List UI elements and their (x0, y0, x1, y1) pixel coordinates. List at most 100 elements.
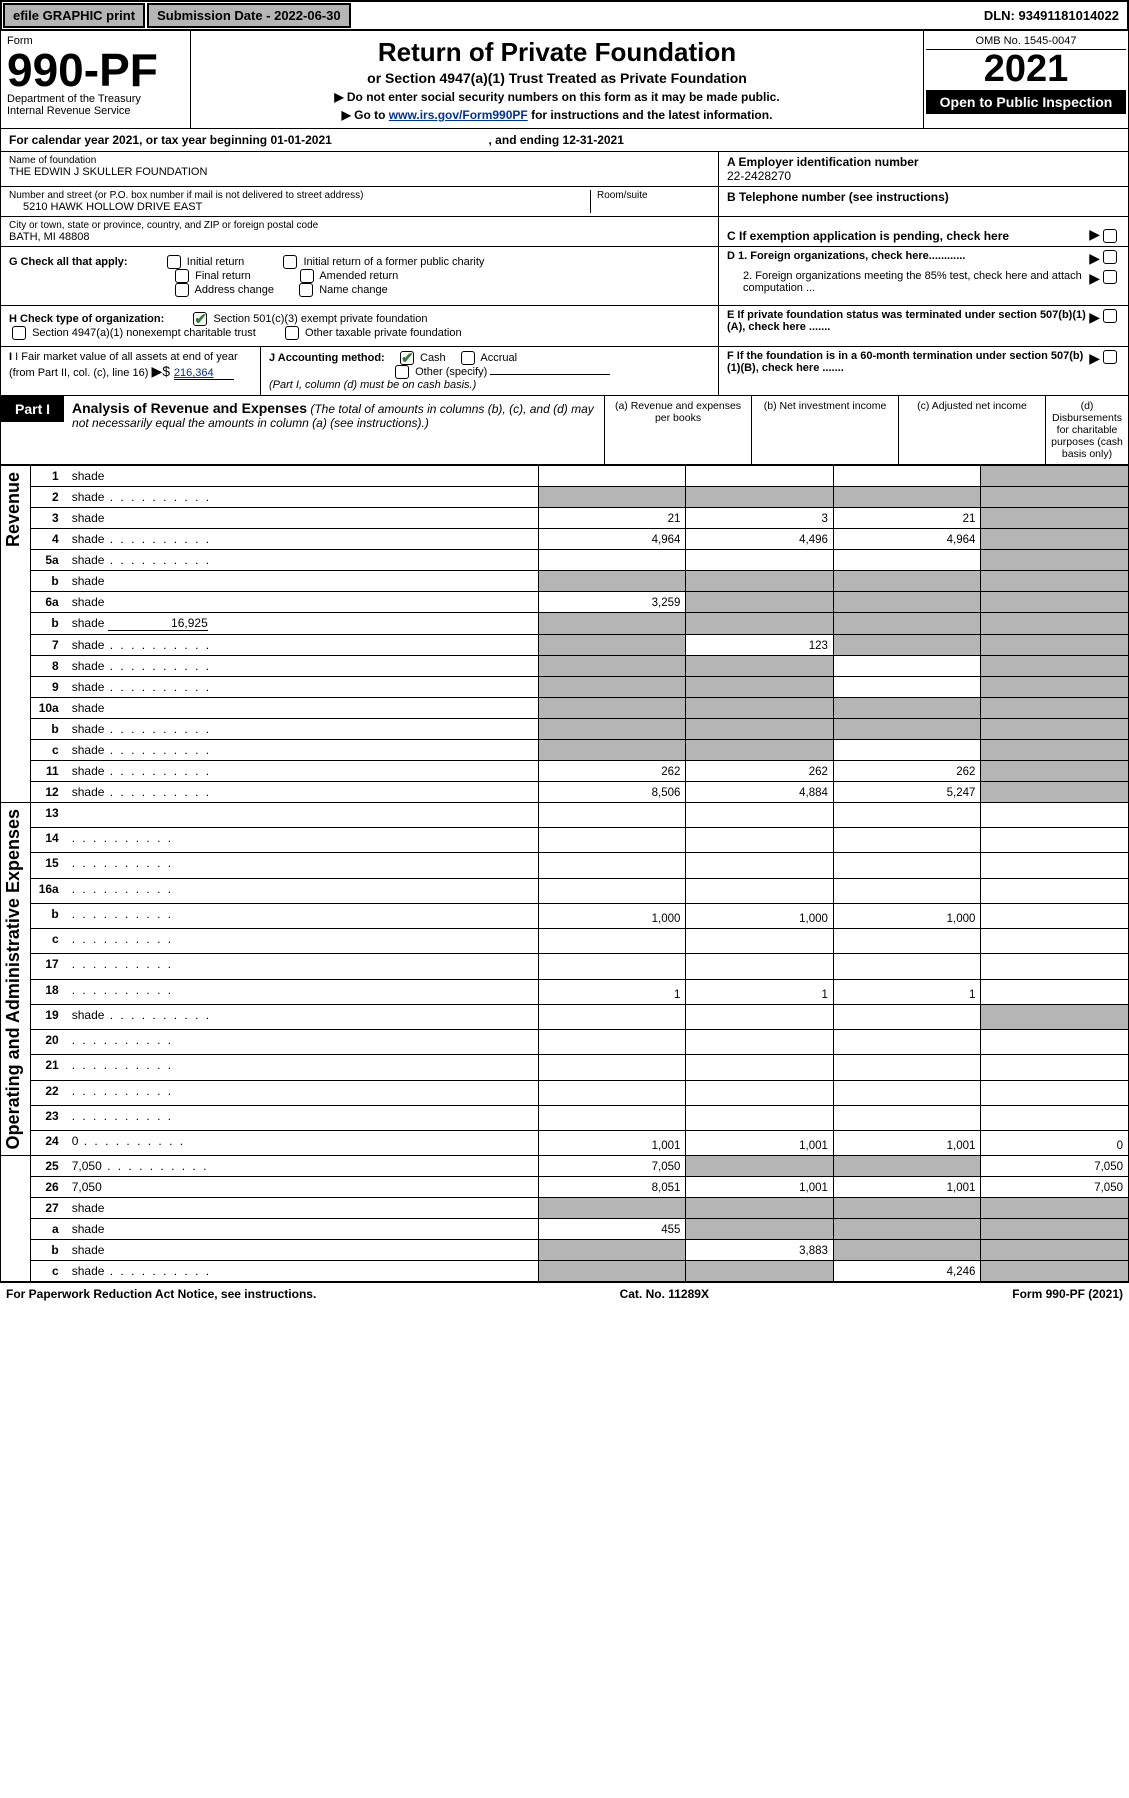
j-opt-accrual: Accrual (480, 352, 517, 364)
g-address-checkbox[interactable] (175, 283, 189, 297)
line-number: 26 (31, 1177, 67, 1198)
h-e-row: H Check type of organization: Section 50… (0, 306, 1129, 347)
fmv-link[interactable]: 216,364 (174, 367, 234, 380)
line-number: a (31, 1219, 67, 1240)
line-description: shade (67, 1198, 539, 1219)
table-row: c (1, 929, 1129, 954)
g-name-checkbox[interactable] (299, 283, 313, 297)
line-number: 13 (31, 803, 67, 828)
table-row: 23 (1, 1105, 1129, 1130)
goto-prefix: ▶ Go to (342, 108, 389, 122)
table-row: 15 (1, 853, 1129, 878)
col-b-header: (b) Net investment income (751, 396, 898, 464)
d-block: D 1. Foreign organizations, check here..… (718, 247, 1128, 305)
line-description (67, 979, 539, 1004)
paperwork-notice: For Paperwork Reduction Act Notice, see … (6, 1287, 316, 1301)
h-4947-checkbox[interactable] (12, 326, 26, 340)
line-number: c (31, 740, 67, 761)
line-description: 7,050 (67, 1156, 539, 1177)
arrow-icon: ▶ (1089, 226, 1100, 243)
line-description: shade (67, 1004, 539, 1029)
table-row: 267,0508,0511,0011,0017,050 (1, 1177, 1129, 1198)
line-number: 19 (31, 1004, 67, 1029)
table-row: 21 (1, 1055, 1129, 1080)
line-description: shade (67, 1261, 539, 1282)
arrow-icon: ▶ (1089, 309, 1100, 343)
col-c-header: (c) Adjusted net income (898, 396, 1045, 464)
table-row: cshade4,246 (1, 1261, 1129, 1282)
line-number: 18 (31, 979, 67, 1004)
line-number: 16a (31, 878, 67, 903)
cat-number: Cat. No. 11289X (620, 1287, 709, 1301)
col-d-header: (d) Disbursements for charitable purpose… (1045, 396, 1128, 464)
table-row: 2401,0011,0011,0010 (1, 1131, 1129, 1156)
line-number: 1 (31, 466, 67, 487)
tax-year: 2021 (926, 50, 1126, 88)
line-number: 17 (31, 954, 67, 979)
line-number: 25 (31, 1156, 67, 1177)
h-opt-501c3: Section 501(c)(3) exempt private foundat… (213, 313, 427, 325)
g-amended-checkbox[interactable] (300, 269, 314, 283)
line-description (67, 903, 539, 928)
line-number: 21 (31, 1055, 67, 1080)
efile-print-button[interactable]: efile GRAPHIC print (3, 3, 145, 28)
city-label: City or town, state or province, country… (9, 220, 710, 231)
period-begin: For calendar year 2021, or tax year begi… (9, 133, 332, 147)
table-row: bshade 16,925 (1, 613, 1129, 635)
e-checkbox[interactable] (1103, 309, 1117, 323)
instructions-link[interactable]: www.irs.gov/Form990PF (389, 108, 528, 122)
d2-checkbox[interactable] (1103, 270, 1117, 284)
table-row: 19shade (1, 1004, 1129, 1029)
line-description: shade (67, 592, 539, 613)
line-number: c (31, 1261, 67, 1282)
line-description: shade 16,925 (67, 613, 539, 635)
form-subtitle: or Section 4947(a)(1) Trust Treated as P… (197, 70, 917, 86)
identity-row-2: Number and street (or P.O. box number if… (0, 187, 1129, 217)
table-row: 8shade (1, 656, 1129, 677)
line-number: 8 (31, 656, 67, 677)
line-number: 22 (31, 1080, 67, 1105)
arrow-icon: ▶ (1089, 270, 1100, 294)
table-row: 257,0507,0507,050 (1, 1156, 1129, 1177)
line-description: shade (67, 782, 539, 803)
d1-label: D 1. Foreign organizations, check here..… (727, 250, 1089, 267)
table-row: 9shade (1, 677, 1129, 698)
top-bar: efile GRAPHIC print Submission Date - 20… (0, 0, 1129, 31)
d1-checkbox[interactable] (1103, 250, 1117, 264)
arrow-icon: ▶ (1089, 350, 1100, 392)
h-block: H Check type of organization: Section 50… (1, 306, 718, 346)
tel-label: B Telephone number (see instructions) (727, 190, 1120, 204)
table-row: ashade455 (1, 1219, 1129, 1240)
line-description: shade (67, 466, 539, 487)
line-description: shade (67, 508, 539, 529)
line-number: 4 (31, 529, 67, 550)
col-a-header: (a) Revenue and expenses per books (604, 396, 751, 464)
h-other-checkbox[interactable] (285, 326, 299, 340)
line-number: 15 (31, 853, 67, 878)
expenses-section-label: Operating and Administrative Expenses (1, 803, 26, 1155)
table-row: 27shade (1, 1198, 1129, 1219)
line-description: shade (67, 1219, 539, 1240)
column-headers: (a) Revenue and expenses per books (b) N… (604, 396, 1128, 464)
g-final-checkbox[interactable] (175, 269, 189, 283)
form-header: Form 990-PF Department of the Treasury I… (0, 31, 1129, 129)
j-other-checkbox[interactable] (395, 365, 409, 379)
g-initial-checkbox[interactable] (167, 255, 181, 269)
foundation-name-block: Name of foundation THE EDWIN J SKULLER F… (1, 152, 718, 186)
submission-date-badge: Submission Date - 2022-06-30 (147, 3, 351, 28)
j-accrual-checkbox[interactable] (461, 351, 475, 365)
table-row: Revenue1shade (1, 466, 1129, 487)
h-501c3-checkbox[interactable] (193, 312, 207, 326)
g-former-checkbox[interactable] (283, 255, 297, 269)
calendar-year-row: For calendar year 2021, or tax year begi… (0, 129, 1129, 152)
g-opt-final: Final return (195, 270, 251, 282)
c-checkbox[interactable] (1103, 229, 1117, 243)
j-cash-checkbox[interactable] (400, 351, 414, 365)
table-row: Operating and Administrative Expenses13 (1, 803, 1129, 828)
line-description (67, 1055, 539, 1080)
g-opt-initial: Initial return (187, 256, 244, 268)
f-checkbox[interactable] (1103, 350, 1117, 364)
line-description: shade (67, 529, 539, 550)
line-description: shade (67, 656, 539, 677)
table-row: 22 (1, 1080, 1129, 1105)
